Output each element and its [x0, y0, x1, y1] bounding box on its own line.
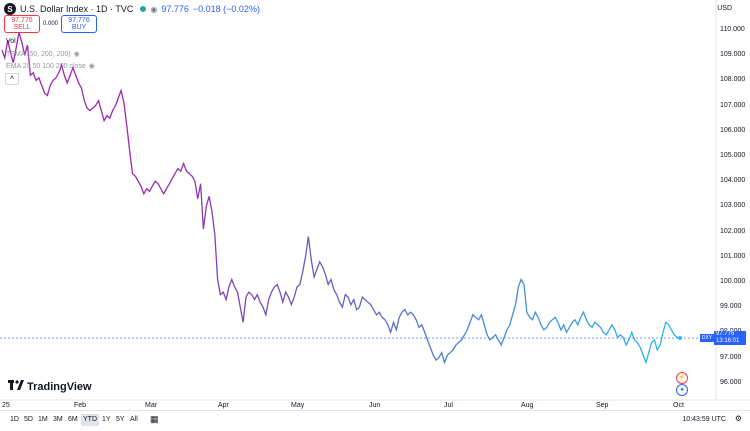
spread-value: 0.000: [43, 21, 59, 27]
price-axis-tag: 97.776 13:16:01: [714, 331, 746, 346]
time-axis-label: Apr: [218, 402, 229, 409]
sell-price: 97.776: [11, 17, 33, 24]
price-axis-label: 109.000: [720, 51, 746, 59]
gear-icon[interactable]: ⚙: [734, 414, 742, 423]
range-button-1m[interactable]: 1M: [38, 416, 48, 423]
time-axis-label: Jul: [444, 402, 453, 409]
price-axis-label: 105.000: [720, 152, 746, 159]
range-button-3m[interactable]: 3M: [53, 416, 63, 423]
time-axis-label: Sep: [596, 402, 609, 409]
tema-indicator[interactable]: TEMA (50, 200, 200) ◉: [6, 50, 80, 59]
price-axis-label: 104.000: [720, 177, 746, 185]
price-axis-label: 102.000: [720, 227, 746, 235]
eye-icon[interactable]: ◉: [88, 63, 95, 70]
range-button-all[interactable]: All: [130, 416, 138, 423]
eye-icon[interactable]: ◉: [73, 51, 80, 58]
time-axis-label: Feb: [74, 402, 87, 409]
flag-icon[interactable]: ●: [676, 384, 688, 396]
price-tag-countdown: 13:16:01: [716, 338, 740, 345]
last-price: 97.776: [161, 4, 189, 14]
price-axis-label: 107.000: [720, 101, 746, 109]
range-button-6m[interactable]: 6M: [68, 416, 78, 423]
time-axis-label: May: [291, 402, 305, 409]
tema-label: TEMA (50, 200, 200): [6, 50, 71, 58]
time-axis-label: Jun: [369, 402, 381, 409]
clock: 10:43:59 UTC: [682, 416, 726, 423]
sell-label: SELL: [13, 24, 31, 31]
tradingview-icon: [8, 380, 24, 393]
range-button-5d[interactable]: 5D: [24, 416, 33, 423]
last-point: [678, 336, 682, 341]
range-button-ytd[interactable]: YTD: [81, 414, 99, 426]
volume-indicator-label[interactable]: Vol: [6, 38, 16, 45]
time-axis-label: 25: [2, 402, 10, 409]
calendar-icon[interactable]: ▦: [150, 414, 159, 424]
brand-name: TradingView: [27, 380, 92, 393]
symbol-tag: DXY: [700, 334, 714, 343]
eye-icon[interactable]: ◉: [150, 4, 158, 14]
series-line: [1, 32, 681, 365]
bottom-toolbar: [0, 410, 750, 431]
buy-price: 97.776: [68, 17, 90, 24]
range-button-1y[interactable]: 1Y: [102, 416, 111, 423]
range-button-5y[interactable]: 5Y: [116, 416, 125, 423]
price-axis-label: 108.000: [720, 76, 746, 84]
time-axis-label: Mar: [145, 402, 158, 409]
market-status-icon[interactable]: [140, 6, 147, 12]
price-axis-label: 100.000: [720, 278, 746, 285]
chevron-up-icon[interactable]: ˄: [5, 73, 19, 85]
time-axis-label: Aug: [521, 402, 534, 409]
price-tag-value: 97.776: [716, 331, 735, 338]
price-chart[interactable]: [0, 0, 750, 410]
symbol-title[interactable]: U.S. Dollar Index · 1D · TVC: [20, 4, 134, 14]
price-axis-label: 103.000: [720, 202, 746, 210]
price-axis-label: 99.000: [720, 303, 742, 311]
buy-label: BUY: [71, 24, 87, 31]
time-axis-label: Oct: [673, 402, 684, 409]
currency-label[interactable]: USD: [717, 5, 732, 12]
buy-button[interactable]: 97.776 BUY: [61, 15, 98, 33]
tradingview-logo: TradingView: [8, 380, 92, 393]
price-axis-label: 110.000: [720, 26, 745, 33]
ema-indicator[interactable]: EMA 20 50 100 200 close ◉: [6, 62, 95, 71]
trade-panel: 97.776 SELL 0.000 97.776 BUY: [4, 15, 98, 33]
price-axis-label: 96.000: [720, 378, 742, 386]
symbol-logo: S: [4, 3, 16, 15]
price-axis-label: 101.000: [720, 252, 746, 260]
range-button-1d[interactable]: 1D: [10, 416, 19, 423]
ema-label: EMA 20 50 100 200 close: [6, 62, 86, 70]
event-icon[interactable]: ⚡: [676, 372, 688, 384]
price-axis-label: 106.000: [720, 126, 746, 134]
sell-button[interactable]: 97.776 SELL: [4, 15, 40, 33]
price-axis-label: 97.000: [720, 353, 742, 361]
price-change: −0.018 (−0.02%): [192, 4, 260, 14]
legend-header: S U.S. Dollar Index · 1D · TVC ◉ 97.776 …: [4, 2, 260, 16]
